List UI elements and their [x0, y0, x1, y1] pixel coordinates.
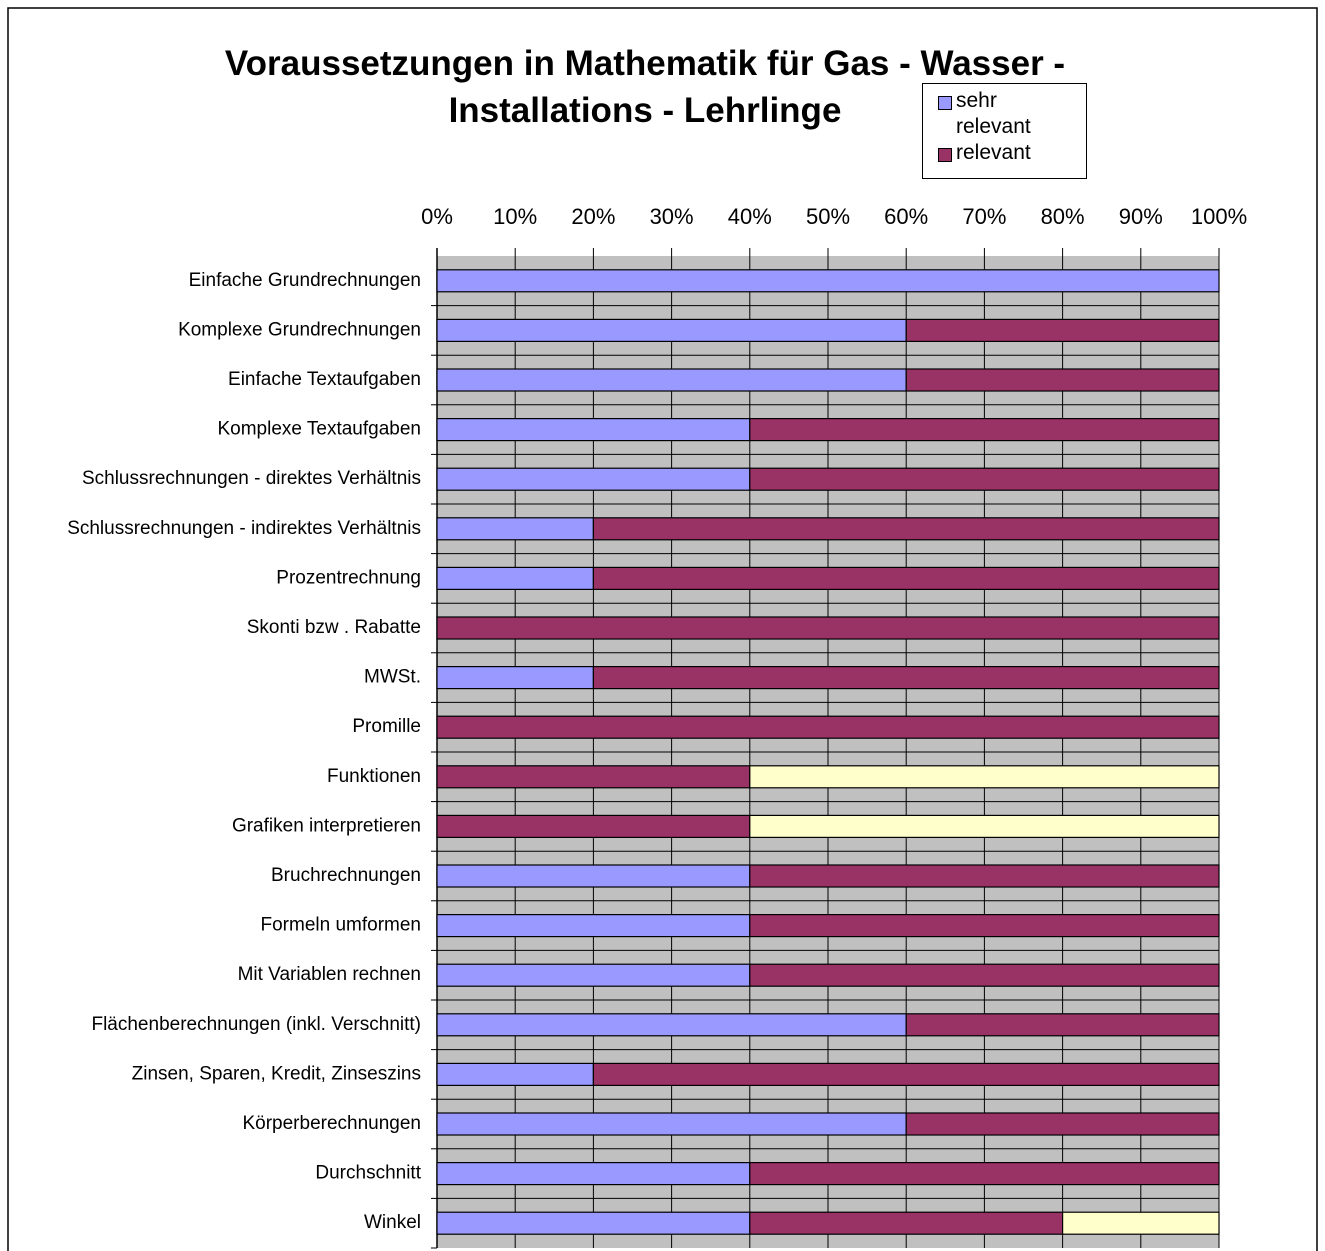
y-tick-label: Körperberechnungen [242, 1113, 421, 1134]
legend-swatch [938, 148, 952, 162]
y-tick-label: Durchschnitt [315, 1163, 421, 1184]
legend-label: relevant [956, 141, 1031, 164]
bar-segment [436, 368, 907, 392]
bar-segment [1061, 1211, 1220, 1235]
bar-segment [436, 418, 751, 442]
y-tick-label: Formeln umformen [261, 915, 422, 936]
y-tick-label: Flächenberechnungen (inkl. Verschnitt) [91, 1014, 421, 1035]
bar-segment [436, 765, 751, 789]
bar-segment [436, 467, 751, 491]
bar-segment [592, 566, 1220, 591]
bar-segment [436, 665, 594, 690]
bar-segment [436, 517, 594, 541]
y-tick-label: Komplexe Textaufgaben [217, 419, 421, 440]
bar-segment [592, 1062, 1220, 1087]
bar-segment [749, 864, 1220, 888]
bar-segment [436, 913, 751, 938]
bar-segment [436, 616, 1220, 640]
y-tick-label: Winkel [364, 1212, 421, 1233]
bar-segment [749, 1211, 1064, 1235]
bar-segment [436, 814, 751, 839]
x-tick-label: 100% [1191, 204, 1247, 229]
y-tick-label: Schlussrechnungen - indirektes Verhältni… [67, 518, 421, 539]
y-tick-label: Promille [352, 716, 421, 737]
y-tick-label: Schlussrechnungen - direktes Verhältnis [82, 468, 421, 489]
bar-segment [905, 368, 1220, 392]
bar-segment [436, 318, 907, 342]
y-tick-label: Bruchrechnungen [271, 865, 421, 886]
bar-segment [749, 814, 1220, 839]
y-tick-label: Prozentrechnung [276, 567, 421, 588]
y-tick-label: Skonti bzw . Rabatte [247, 617, 421, 638]
bar-segment [436, 715, 1220, 739]
y-tick-label: MWSt. [364, 667, 421, 688]
bar-segment [592, 517, 1220, 541]
bar-segment [749, 467, 1220, 491]
x-tick-label: 60% [884, 204, 928, 229]
y-tick-label: Einfache Textaufgaben [228, 369, 421, 390]
bar-segment [749, 418, 1220, 442]
bar-segment [905, 318, 1220, 342]
bar-segment [436, 1062, 594, 1087]
y-tick-label: Zinsen, Sparen, Kredit, Zinseszins [132, 1063, 421, 1084]
bar-segment [436, 566, 594, 591]
x-tick-label: 40% [728, 204, 772, 229]
y-tick-label: Grafiken interpretieren [232, 815, 421, 836]
x-tick-label: 20% [571, 204, 615, 229]
bar-segment [436, 1211, 751, 1235]
y-tick-label: Funktionen [327, 766, 421, 787]
bar-segment [592, 665, 1220, 690]
x-tick-label: 30% [650, 204, 694, 229]
x-tick-label: 90% [1119, 204, 1163, 229]
bar-segment [749, 913, 1220, 938]
bar-segment [749, 1161, 1220, 1186]
legend-item: relevant [938, 140, 1066, 166]
legend-item: sehr relevant [938, 88, 1031, 140]
x-tick-label: 80% [1041, 204, 1085, 229]
bar-segment [436, 1013, 907, 1037]
x-tick-label: 10% [493, 204, 537, 229]
bar-segment [905, 1013, 1220, 1037]
legend: sehr relevant relevant [922, 83, 1087, 179]
y-tick-label: Einfache Grundrechnungen [189, 270, 421, 291]
bar-segment [436, 963, 751, 987]
x-tick-label: 50% [806, 204, 850, 229]
bar-segment [436, 1112, 907, 1136]
chart-title: Voraussetzungen in Mathematik für Gas - … [224, 44, 1066, 130]
legend-swatch [938, 96, 952, 110]
y-tick-label: Komplexe Grundrechnungen [178, 319, 421, 340]
bar-segment [749, 765, 1220, 789]
bar-segment [436, 864, 751, 888]
x-tick-label: 70% [962, 204, 1006, 229]
y-tick-label: Mit Variablen rechnen [238, 964, 421, 985]
x-tick-label: 0% [421, 204, 453, 229]
bar-segment [905, 1112, 1220, 1136]
bar-segment [436, 1161, 751, 1186]
bar-segment [436, 269, 1220, 293]
bar-segment [749, 963, 1220, 987]
legend-label: sehr relevant [956, 89, 1031, 138]
